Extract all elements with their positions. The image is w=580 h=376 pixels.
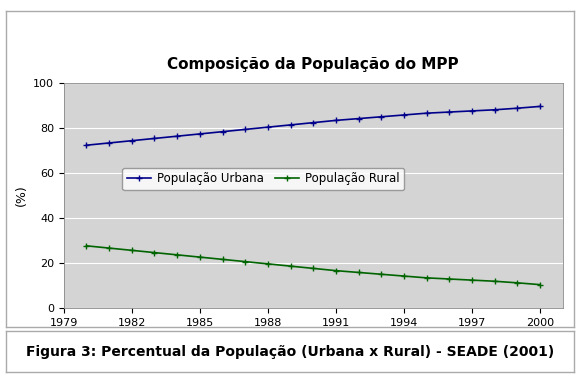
Title: Composição da População do MPP: Composição da População do MPP bbox=[168, 57, 459, 72]
População Urbana bbox=[83, 143, 90, 147]
X-axis label: Ano: Ano bbox=[300, 334, 327, 347]
População Urbana bbox=[287, 123, 294, 127]
População Urbana bbox=[242, 127, 249, 132]
Line: População Urbana: População Urbana bbox=[83, 103, 543, 149]
População Urbana bbox=[355, 116, 362, 121]
População Urbana bbox=[264, 125, 271, 129]
População Urbana bbox=[173, 134, 180, 138]
População Rural bbox=[400, 274, 407, 278]
População Rural bbox=[446, 277, 453, 281]
População Rural bbox=[536, 282, 543, 287]
População Urbana bbox=[423, 111, 430, 115]
População Urbana bbox=[446, 110, 453, 114]
População Rural bbox=[197, 255, 204, 259]
População Rural bbox=[491, 279, 498, 284]
População Rural bbox=[332, 268, 339, 273]
População Rural bbox=[151, 250, 158, 255]
População Rural bbox=[469, 278, 476, 282]
População Urbana bbox=[197, 132, 204, 136]
População Urbana bbox=[514, 106, 521, 111]
População Urbana bbox=[310, 120, 317, 125]
População Rural bbox=[423, 276, 430, 280]
População Urbana bbox=[332, 118, 339, 123]
População Urbana bbox=[469, 109, 476, 113]
População Urbana bbox=[106, 141, 113, 145]
Text: Figura 3: Percentual da População (Urbana x Rural) - SEADE (2001): Figura 3: Percentual da População (Urban… bbox=[26, 344, 554, 359]
População Rural bbox=[264, 262, 271, 266]
População Urbana bbox=[491, 108, 498, 112]
População Rural bbox=[242, 259, 249, 264]
População Rural bbox=[128, 248, 135, 253]
População Rural bbox=[106, 246, 113, 250]
População Rural bbox=[173, 253, 180, 257]
População Urbana bbox=[219, 129, 226, 134]
População Rural bbox=[287, 264, 294, 268]
População Rural bbox=[219, 257, 226, 262]
População Rural bbox=[83, 244, 90, 248]
População Rural bbox=[355, 270, 362, 275]
Legend: População Urbana, População Rural: População Urbana, População Rural bbox=[122, 168, 404, 190]
Line: População Rural: População Rural bbox=[83, 243, 543, 288]
População Urbana bbox=[536, 104, 543, 109]
População Urbana bbox=[378, 115, 385, 119]
População Urbana bbox=[400, 113, 407, 117]
População Urbana bbox=[128, 138, 135, 143]
Y-axis label: (%): (%) bbox=[14, 185, 27, 206]
População Urbana bbox=[151, 136, 158, 141]
População Rural bbox=[514, 280, 521, 285]
População Rural bbox=[378, 272, 385, 276]
População Rural bbox=[310, 266, 317, 271]
